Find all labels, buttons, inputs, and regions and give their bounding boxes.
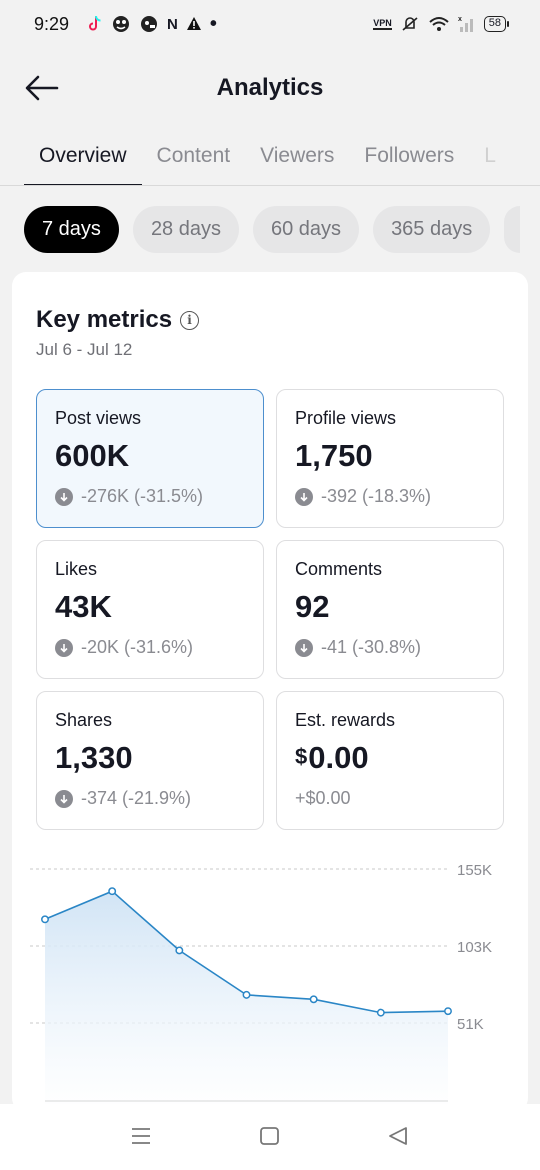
metric-profile-views[interactable]: Profile views 1,750 -392 (-18.3%): [276, 389, 504, 528]
home-button[interactable]: [259, 1126, 283, 1148]
metric-shares[interactable]: Shares 1,330 -374 (-21.9%): [36, 691, 264, 830]
key-metrics-card: Key metrics i Jul 6 - Jul 12 Post views …: [12, 272, 528, 1112]
metric-change-text: -20K (-31.6%): [81, 637, 194, 657]
range-60-days[interactable]: 60 days: [253, 206, 360, 253]
mute-icon: [402, 17, 418, 31]
metric-label: Comments: [295, 559, 383, 579]
n-icon: N: [167, 15, 178, 33]
metric-change: -392 (-18.3%): [295, 486, 485, 507]
page-title: Analytics: [216, 74, 324, 101]
metric-value-number: 0.00: [308, 740, 369, 775]
arrow-down-icon: [295, 487, 313, 506]
range-selector: 7 days 28 days 60 days 365 days: [24, 206, 521, 253]
notification-icons: N •: [87, 13, 217, 35]
range-365-days[interactable]: 365 days: [373, 206, 491, 253]
arrow-down-icon: [55, 789, 73, 808]
y-tick-label: 155K: [457, 862, 492, 879]
chart-point[interactable]: [444, 1007, 452, 1016]
metric-post-views[interactable]: Post views 600K -276K (-31.5%): [36, 389, 264, 528]
tiktok-icon: [89, 15, 101, 31]
metric-label: Likes: [55, 559, 98, 579]
tab-bar: Overview Content Viewers Followers L: [0, 128, 540, 186]
metric-value: 43K: [55, 589, 112, 624]
range-28-days[interactable]: 28 days: [132, 206, 239, 253]
dot-icon: •: [209, 13, 217, 35]
chart-point[interactable]: [376, 1008, 385, 1017]
metric-label: Profile views: [295, 408, 397, 428]
metric-change: -20K (-31.6%): [55, 637, 245, 658]
app-icon: [141, 16, 158, 32]
tab-followers[interactable]: Followers: [364, 144, 455, 167]
metric-change: +$0.00: [295, 788, 485, 809]
metric-value: 92: [295, 589, 330, 624]
date-range: Jul 6 - Jul 12: [36, 340, 133, 359]
chart-point[interactable]: [242, 990, 251, 999]
metric-change-text: -374 (-21.9%): [81, 788, 192, 808]
metric-change: -41 (-30.8%): [295, 637, 485, 658]
tab-partial[interactable]: L: [484, 144, 496, 167]
recents-button[interactable]: [130, 1126, 154, 1148]
post-views-chart[interactable]: 155K 103K 51K: [30, 845, 510, 1110]
range-7-days[interactable]: 7 days: [24, 206, 119, 253]
chart-point[interactable]: [108, 887, 117, 896]
vpn-icon: VPN: [373, 18, 392, 30]
system-nav-bar: [0, 1104, 540, 1170]
metric-change: -374 (-21.9%): [55, 788, 245, 809]
arrow-down-icon: [295, 638, 313, 657]
currency-symbol: $: [295, 744, 308, 769]
tab-viewers[interactable]: Viewers: [260, 144, 335, 167]
metric-likes[interactable]: Likes 43K -20K (-31.6%): [36, 540, 264, 679]
square-icon: [260, 1127, 279, 1145]
y-tick-label: 51K: [457, 1016, 484, 1033]
wifi-icon: [429, 17, 449, 31]
tab-content[interactable]: Content: [156, 144, 231, 167]
metric-change-text: -276K (-31.5%): [81, 486, 204, 506]
warning-icon: [186, 17, 201, 30]
signal-icon: x: [458, 16, 473, 32]
back-button[interactable]: [24, 70, 60, 106]
menu-icon: [132, 1128, 150, 1144]
metric-value: 600K: [55, 438, 130, 473]
metric-value: 1,330: [55, 740, 133, 775]
key-metrics-heading: Key metrics i: [36, 306, 200, 334]
metric-value: $0.00: [295, 740, 485, 776]
status-left: 9:29 N •: [34, 14, 217, 35]
battery-icon: 58: [483, 16, 510, 32]
status-right: VPN x 58: [373, 15, 510, 33]
metric-change-text: -392 (-18.3%): [321, 486, 432, 506]
tab-overview[interactable]: Overview: [24, 128, 142, 185]
back-nav-button[interactable]: [387, 1126, 411, 1148]
arrow-down-icon: [55, 638, 73, 657]
info-icon[interactable]: i: [180, 310, 200, 330]
metric-change: -276K (-31.5%): [55, 486, 245, 507]
header: Analytics: [0, 48, 540, 128]
metric-label: Post views: [55, 408, 142, 428]
metric-label: Shares: [55, 710, 113, 730]
chart-point[interactable]: [41, 915, 49, 924]
range-partial-chip[interactable]: [504, 206, 521, 253]
svg-text:x: x: [458, 16, 462, 23]
key-metrics-title: Key metrics: [36, 306, 173, 333]
arrow-left-icon: [25, 75, 59, 101]
metric-est-rewards[interactable]: Est. rewards $0.00 +$0.00: [276, 691, 504, 830]
metric-change-text: -41 (-30.8%): [321, 637, 422, 657]
metric-value: 1,750: [295, 438, 373, 473]
y-tick-label: 103K: [457, 939, 492, 956]
metric-change-text: +$0.00: [295, 788, 351, 808]
chart-point[interactable]: [175, 946, 184, 955]
triangle-back-icon: [389, 1127, 407, 1145]
status-time: 9:29: [34, 13, 70, 34]
app-icon: [113, 16, 130, 32]
chart-area: [45, 891, 448, 1110]
metric-label: Est. rewards: [295, 710, 396, 730]
arrow-down-icon: [55, 487, 73, 506]
chart-point[interactable]: [309, 995, 318, 1004]
status-bar: 9:29 N • VPN x 58: [0, 0, 540, 48]
metric-comments[interactable]: Comments 92 -41 (-30.8%): [276, 540, 504, 679]
